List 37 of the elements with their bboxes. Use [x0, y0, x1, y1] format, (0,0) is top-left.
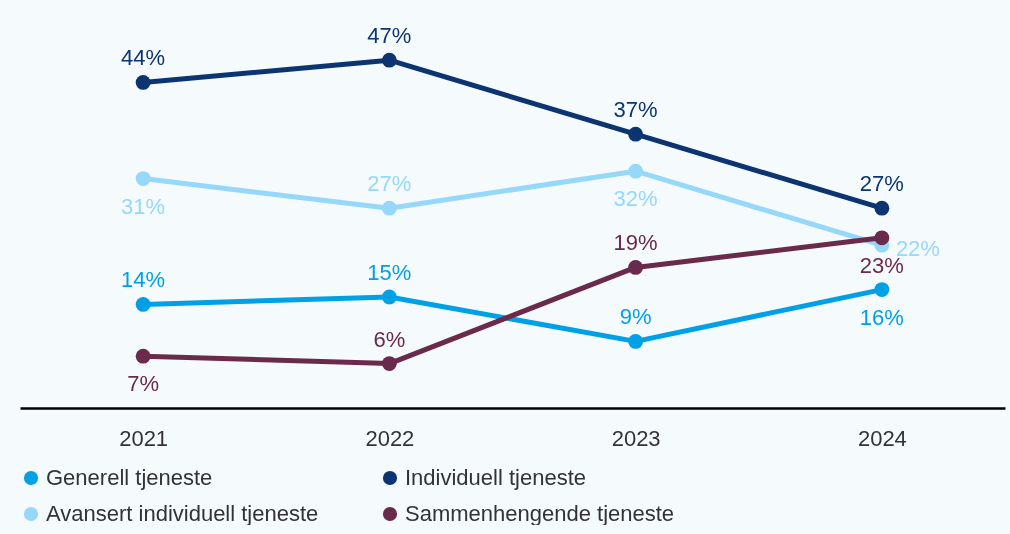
legend-label: Individuell tjeneste [405, 465, 587, 490]
point [874, 282, 890, 297]
data-label: 27% [367, 171, 412, 197]
x-tick-label: 2022 [365, 425, 415, 451]
data-label: 44% [121, 45, 166, 71]
point [135, 348, 151, 364]
point [381, 356, 397, 371]
point [874, 230, 890, 246]
point [381, 200, 397, 216]
data-label: 16% [859, 304, 904, 330]
legend-label: Generell tjeneste [46, 465, 213, 490]
data-label: 47% [367, 23, 412, 49]
legend-label: Sammenhengende tjeneste [405, 501, 675, 526]
data-label: 19% [613, 230, 658, 256]
data-label: 9% [619, 304, 652, 330]
x-tick-label: 2024 [857, 425, 907, 451]
legend-label: Avansert individuell tjeneste [46, 501, 319, 526]
point [135, 297, 151, 312]
point [628, 163, 644, 179]
point [628, 334, 644, 349]
point [874, 200, 890, 216]
x-tick-label: 2023 [611, 425, 661, 451]
point [628, 126, 644, 142]
point [381, 289, 397, 305]
data-label: 7% [127, 371, 160, 397]
point [628, 260, 644, 275]
data-label: 31% [121, 193, 166, 219]
point [135, 171, 151, 186]
data-label: 6% [373, 326, 406, 352]
data-label: 37% [613, 97, 658, 123]
x-tick-label: 2021 [119, 425, 169, 451]
data-label: 15% [367, 260, 412, 285]
data-label: 32% [613, 186, 658, 212]
point [381, 52, 397, 68]
point [135, 75, 151, 90]
data-label: 14% [121, 267, 166, 293]
data-label: 27% [859, 171, 904, 197]
